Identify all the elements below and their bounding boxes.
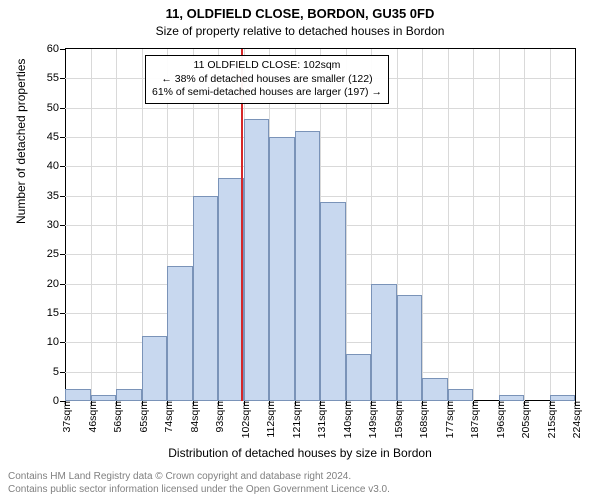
x-tick-label: 102sqm: [236, 401, 252, 438]
y-tick-mark: [60, 342, 65, 343]
gridline-v: [550, 49, 551, 401]
histogram-bar: [91, 395, 117, 401]
x-tick-label: 205sqm: [516, 401, 532, 438]
histogram-bar: [193, 196, 219, 401]
histogram-bar: [167, 266, 193, 401]
x-tick-label: 121sqm: [287, 401, 303, 438]
gridline-v: [524, 49, 525, 401]
x-tick-label: 131sqm: [312, 401, 328, 438]
annotation-line1: 11 OLDFIELD CLOSE: 102sqm: [152, 59, 382, 73]
x-tick-label: 65sqm: [134, 401, 150, 433]
histogram-bar: [499, 395, 525, 401]
gridline-v: [473, 49, 474, 401]
histogram-bar: [422, 378, 448, 401]
x-tick-label: 215sqm: [542, 401, 558, 438]
page-subtitle: Size of property relative to detached ho…: [0, 24, 600, 38]
annotation-line3: 61% of semi-detached houses are larger (…: [152, 86, 382, 100]
y-tick-mark: [60, 78, 65, 79]
x-tick-label: 224sqm: [567, 401, 583, 438]
histogram-bar: [142, 336, 168, 401]
histogram-bar: [65, 389, 91, 401]
x-tick-label: 140sqm: [338, 401, 354, 438]
histogram-bar: [550, 395, 576, 401]
x-tick-label: 112sqm: [261, 401, 277, 438]
annotation-line2: ← 38% of detached houses are smaller (12…: [152, 73, 382, 87]
footer-line2: Contains public sector information licen…: [8, 484, 390, 497]
x-tick-label: 159sqm: [389, 401, 405, 438]
x-tick-label: 196sqm: [491, 401, 507, 438]
histogram-bar: [346, 354, 372, 401]
histogram-bar: [218, 178, 244, 401]
x-axis-label: Distribution of detached houses by size …: [0, 446, 600, 460]
gridline-v: [116, 49, 117, 401]
histogram-bar: [448, 389, 474, 401]
x-tick-label: 149sqm: [363, 401, 379, 438]
histogram-bar: [244, 119, 270, 401]
x-tick-label: 93sqm: [210, 401, 226, 433]
gridline-v: [448, 49, 449, 401]
histogram-bar: [116, 389, 142, 401]
y-tick-mark: [60, 108, 65, 109]
plot-area: 05101520253035404550556037sqm46sqm56sqm6…: [65, 48, 576, 401]
chart-container: 11, OLDFIELD CLOSE, BORDON, GU35 0FD Siz…: [0, 0, 600, 500]
x-tick-label: 187sqm: [465, 401, 481, 438]
histogram-bar: [397, 295, 423, 401]
y-tick-mark: [60, 166, 65, 167]
y-tick-mark: [60, 254, 65, 255]
y-tick-mark: [60, 49, 65, 50]
x-tick-label: 168sqm: [414, 401, 430, 438]
histogram-bar: [269, 137, 295, 401]
x-tick-label: 56sqm: [108, 401, 124, 433]
x-tick-label: 37sqm: [57, 401, 73, 433]
annotation-box: 11 OLDFIELD CLOSE: 102sqm ← 38% of detac…: [145, 55, 389, 104]
y-tick-mark: [60, 284, 65, 285]
x-tick-label: 74sqm: [159, 401, 175, 433]
x-tick-label: 177sqm: [440, 401, 456, 438]
y-tick-mark: [60, 225, 65, 226]
y-axis-label: Number of detached properties: [14, 59, 28, 224]
histogram-bar: [371, 284, 397, 401]
x-tick-label: 84sqm: [185, 401, 201, 433]
gridline-v: [499, 49, 500, 401]
footer-attribution: Contains HM Land Registry data © Crown c…: [8, 471, 390, 496]
x-tick-label: 46sqm: [83, 401, 99, 433]
y-tick-mark: [60, 313, 65, 314]
histogram-bar: [320, 202, 346, 401]
page-title: 11, OLDFIELD CLOSE, BORDON, GU35 0FD: [0, 6, 600, 21]
gridline-v: [422, 49, 423, 401]
y-tick-mark: [60, 196, 65, 197]
y-tick-mark: [60, 372, 65, 373]
gridline-v: [91, 49, 92, 401]
footer-line1: Contains HM Land Registry data © Crown c…: [8, 471, 390, 484]
histogram-bar: [295, 131, 321, 401]
y-tick-mark: [60, 137, 65, 138]
